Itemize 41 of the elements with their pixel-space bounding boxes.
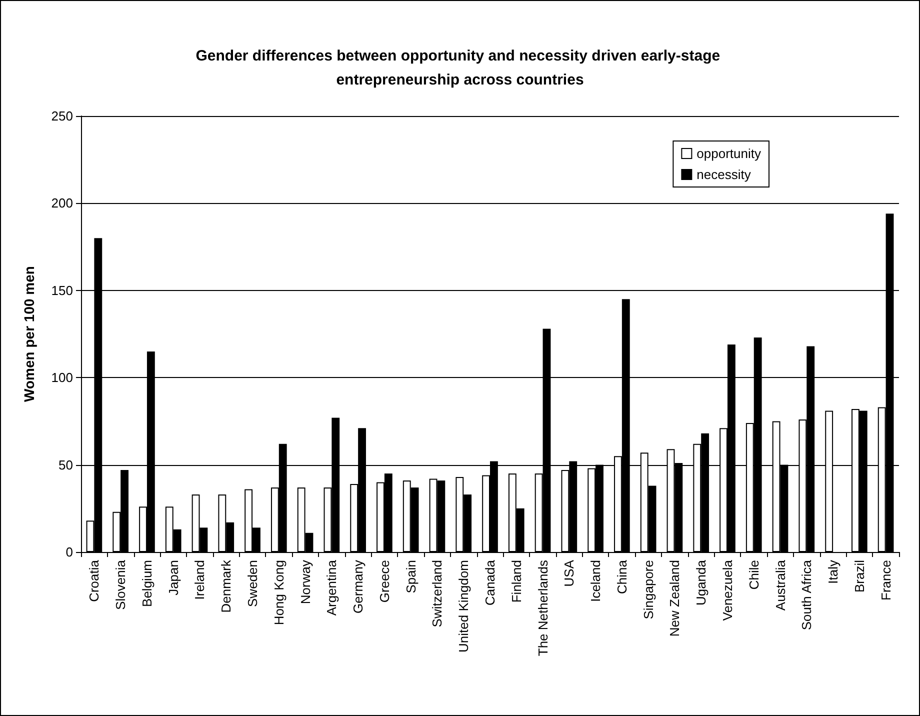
y-tick-label: 0 — [66, 544, 73, 560]
y-tick-label: 100 — [51, 370, 73, 386]
x-tick-label: France — [878, 560, 894, 600]
chart-title: Gender differences between opportunity and necessity driven early-stage entrepreneurship across countries — [196, 48, 724, 88]
x-tick-label: Argentina — [324, 559, 340, 616]
x-tick-label: Denmark — [218, 560, 234, 613]
x-tick-label: Croatia — [86, 559, 102, 602]
x-tick-label: Uganda — [694, 559, 709, 606]
x-tick-label: Brazil — [852, 560, 867, 593]
x-tick-label: Germany — [350, 560, 366, 614]
x-tick-label: Ireland — [192, 560, 208, 600]
legend-label: necessity — [696, 167, 752, 182]
x-tick-label: Switzerland — [430, 560, 445, 628]
x-tick-label: Chile — [746, 560, 762, 590]
x-tick-label: USA — [562, 560, 577, 587]
x-tick-label: Venezuela — [720, 559, 735, 621]
x-tick-label: Hong Kong — [271, 560, 286, 626]
x-tick-label: Spain — [403, 560, 418, 594]
y-tick-label: 200 — [51, 196, 73, 211]
x-tick-label: United Kingdom — [456, 560, 472, 652]
x-tick-label: Greece — [376, 560, 392, 603]
x-tick-label: China — [614, 559, 630, 594]
x-tick-label: Iceland — [588, 560, 604, 602]
x-tick-label: Sweden — [245, 560, 260, 607]
x-tick-label: Norway — [298, 560, 313, 604]
x-tick-label: Slovenia — [113, 559, 128, 610]
x-tick-label: Belgium — [139, 560, 154, 607]
x-tick-label: Finland — [508, 560, 524, 603]
y-tick-label: 50 — [58, 457, 73, 472]
y-tick-label: 150 — [51, 282, 73, 298]
x-tick-label: Japan — [166, 560, 181, 596]
y-tick-label: 250 — [51, 108, 73, 124]
x-tick-label: South Africa — [799, 559, 814, 630]
x-tick-label: Singapore — [640, 560, 656, 620]
x-tick-label: Canada — [482, 559, 498, 606]
y-axis-title: Women per 100 men — [21, 266, 37, 402]
x-tick-label: Australia — [772, 559, 788, 611]
x-tick-label: Italy — [826, 560, 841, 584]
legend-label: opportunity — [696, 146, 762, 161]
x-tick-label: New Zealand — [667, 560, 682, 637]
x-tick-label: The Netherlands — [535, 560, 550, 656]
